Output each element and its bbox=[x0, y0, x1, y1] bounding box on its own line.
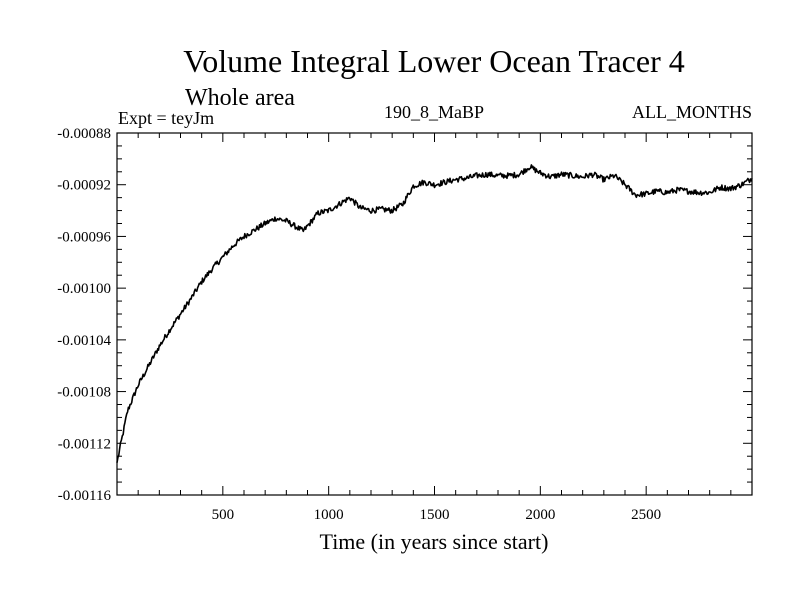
x-tick-label: 1500 bbox=[420, 507, 450, 523]
x-axis-label: Time (in years since start) bbox=[320, 529, 549, 554]
x-tick-label: 500 bbox=[212, 507, 235, 523]
y-tick-label: -0.00116 bbox=[58, 488, 112, 504]
y-tick-label: -0.00100 bbox=[57, 281, 111, 297]
y-axis: -0.00116 -0.00112 -0.00108 -0.00104 -0.00100… bbox=[57, 126, 752, 504]
expt-label: Expt = teyJm bbox=[118, 108, 214, 128]
x-tick-label: 1000 bbox=[314, 507, 344, 523]
y-tick-label: -0.00112 bbox=[58, 436, 111, 452]
x-axis: 500 1000 1500 2000 2500 bbox=[137, 133, 732, 523]
x-tick-label: 2500 bbox=[631, 507, 661, 523]
chart-title: Volume Integral Lower Ocean Tracer 4 bbox=[183, 43, 684, 79]
x-tick-label: 2000 bbox=[525, 507, 555, 523]
y-tick-label: -0.00096 bbox=[57, 229, 111, 245]
series-line bbox=[116, 164, 753, 463]
y-tick-label: -0.00108 bbox=[57, 385, 111, 401]
y-tick-label: -0.00088 bbox=[57, 126, 111, 142]
y-tick-label: -0.00104 bbox=[57, 333, 111, 349]
series-group bbox=[116, 164, 753, 463]
months-label: ALL_MONTHS bbox=[632, 102, 752, 122]
chart-subtitle: Whole area bbox=[185, 85, 295, 111]
experiment-id-label: 190_8_MaBP bbox=[384, 102, 484, 122]
y-tick-label: -0.00092 bbox=[57, 178, 111, 194]
